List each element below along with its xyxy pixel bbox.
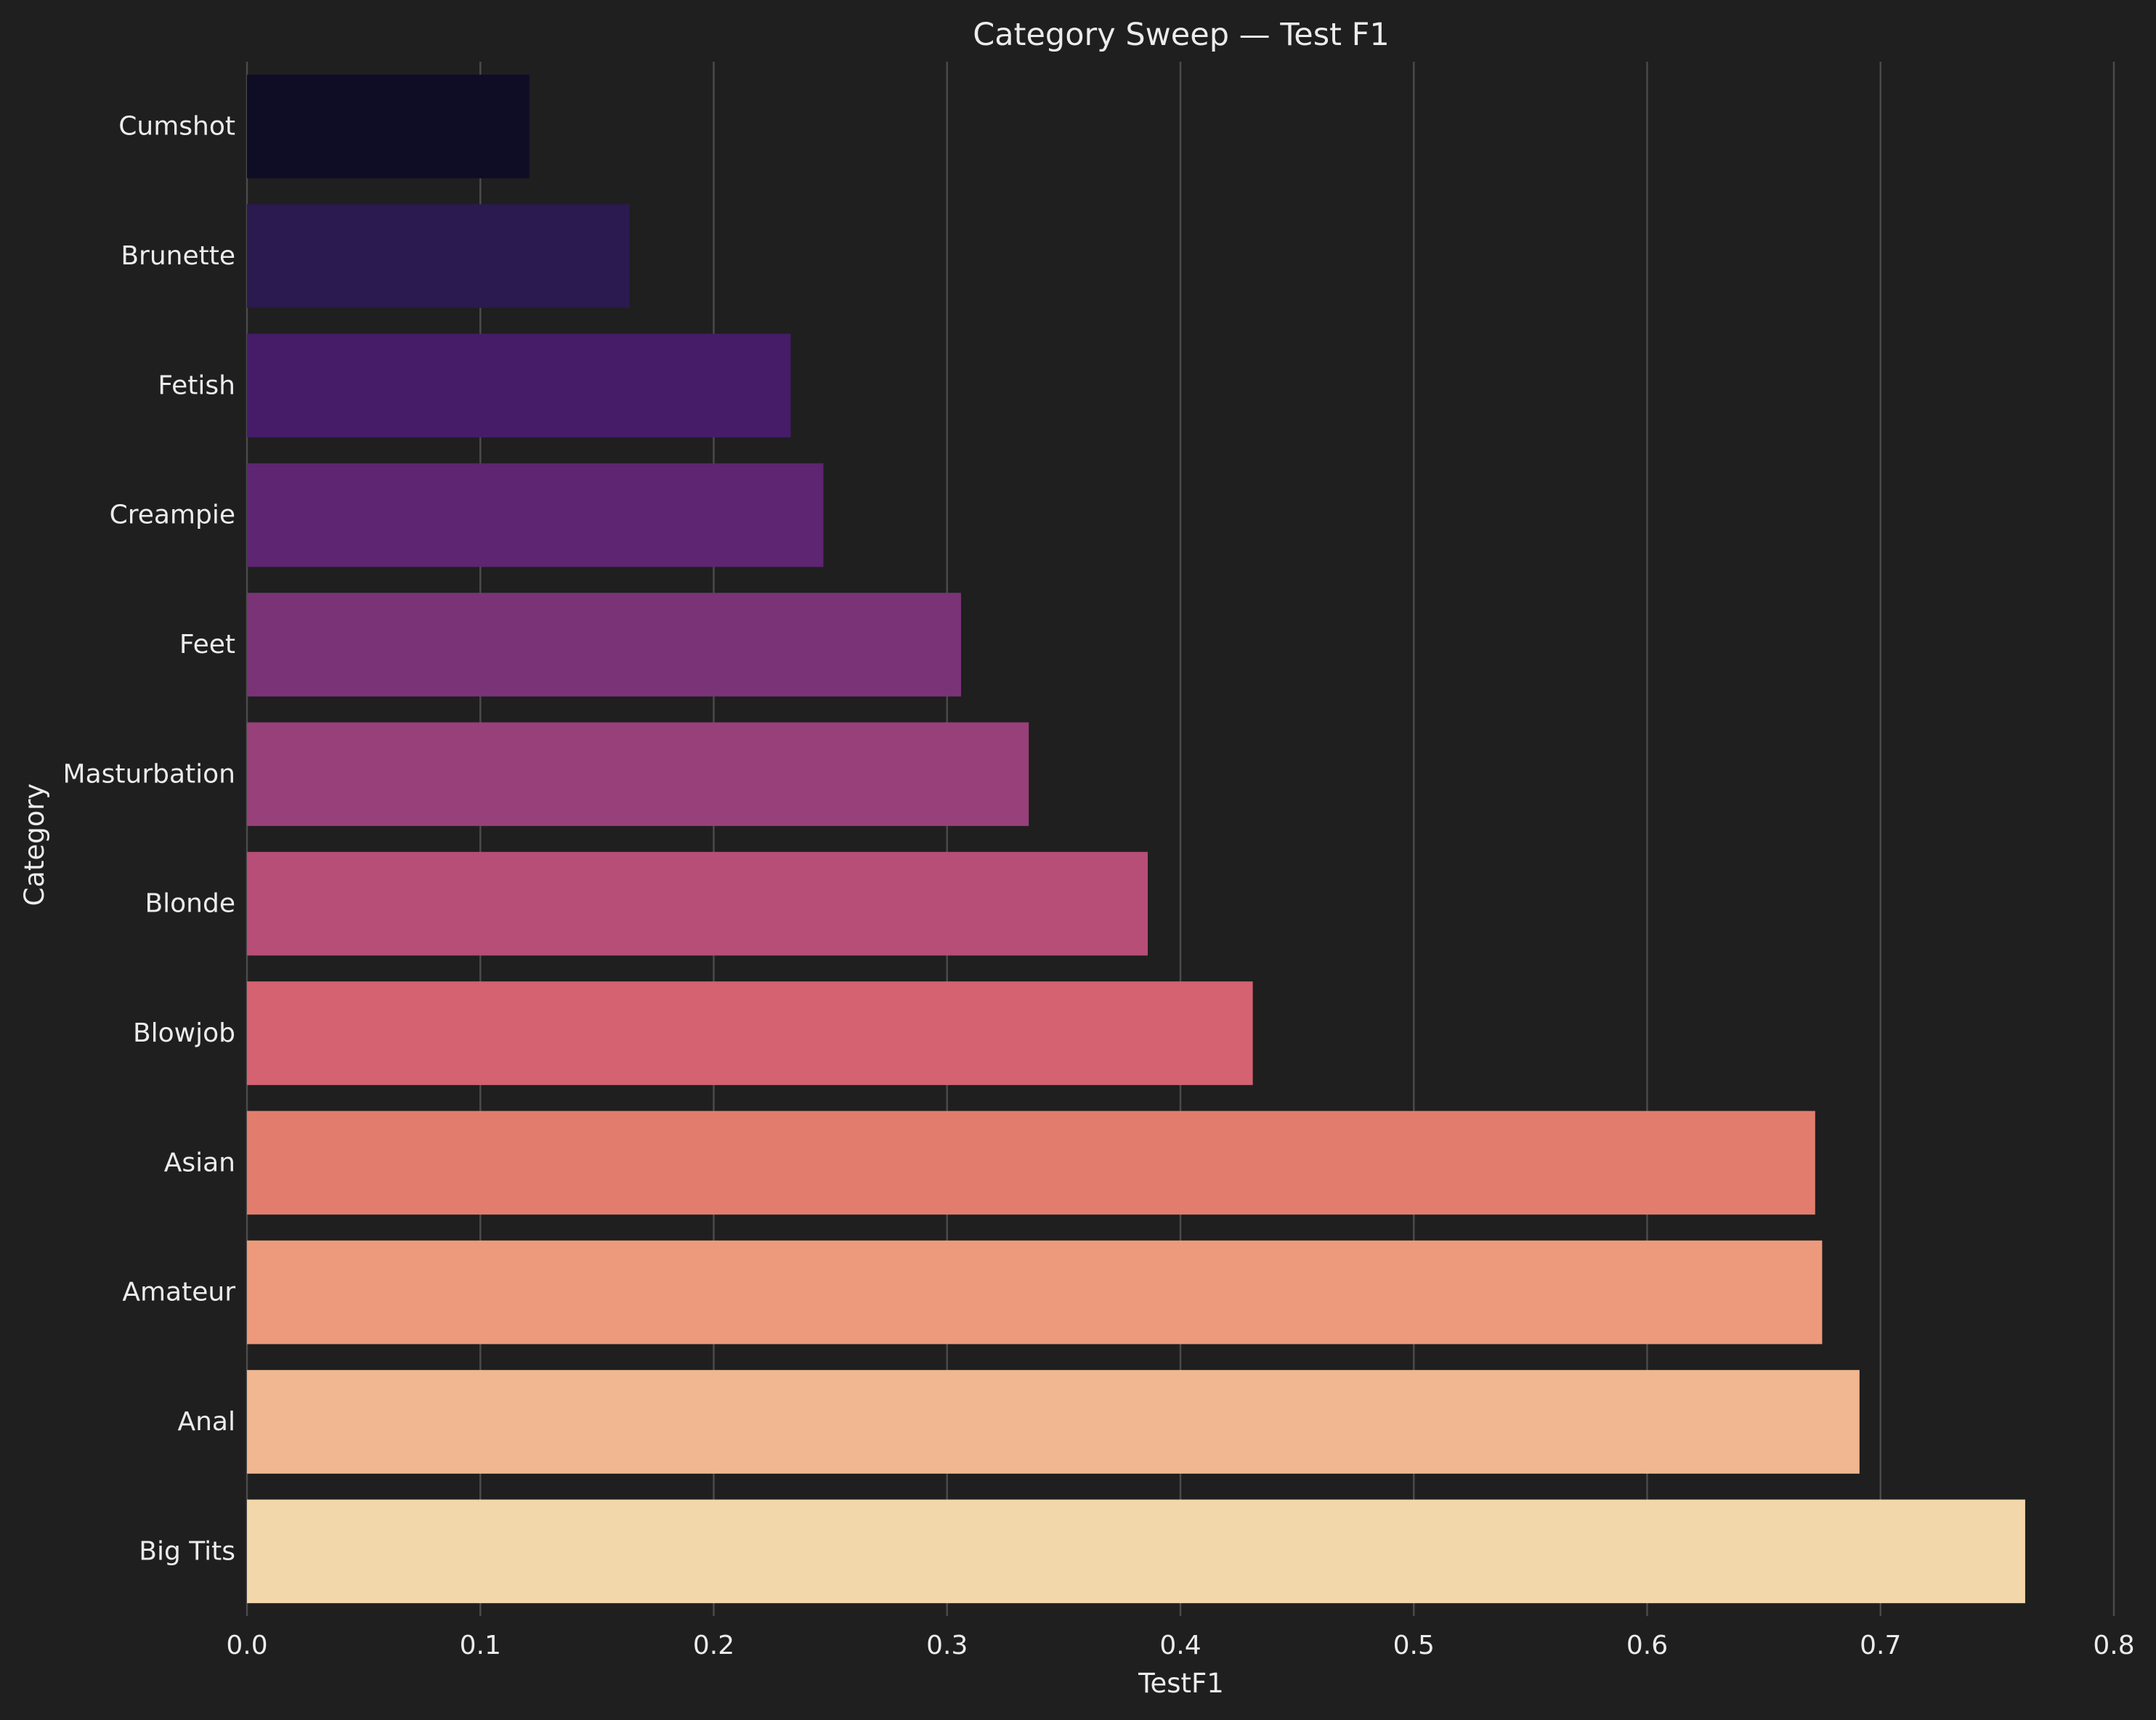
y-tick-label: Asian xyxy=(164,1148,235,1177)
y-tick-label: Feet xyxy=(179,630,235,660)
y-tick-label: Masturbation xyxy=(63,759,235,789)
x-tick-label: 0.3 xyxy=(926,1631,968,1660)
y-tick-label: Blonde xyxy=(145,889,235,919)
x-tick-label: 0.0 xyxy=(226,1631,267,1660)
x-tick-label: 0.5 xyxy=(1393,1631,1435,1660)
bar-creampie xyxy=(247,463,824,567)
bar-blonde xyxy=(247,851,1148,956)
bar-brunette xyxy=(247,204,630,308)
y-tick-label: Amateur xyxy=(122,1278,235,1307)
bar-big-tits xyxy=(247,1499,2025,1604)
x-tick-label: 0.6 xyxy=(1626,1631,1668,1660)
x-tick-label: 0.4 xyxy=(1159,1631,1201,1660)
grid-lines xyxy=(246,62,2115,1616)
bar-feet xyxy=(247,593,962,697)
y-tick-label: Anal xyxy=(177,1407,235,1437)
bar-fetish xyxy=(247,333,791,438)
x-tick-label: 0.2 xyxy=(693,1631,734,1660)
y-tick-label: Blowjob xyxy=(133,1018,235,1048)
bar-asian xyxy=(247,1111,1815,1215)
bar-amateur xyxy=(247,1240,1823,1344)
y-tick-label: Cumshot xyxy=(118,112,235,142)
bar-blowjob xyxy=(247,981,1253,1085)
x-tick-label: 0.1 xyxy=(460,1631,501,1660)
y-tick-label: Fetish xyxy=(158,370,235,400)
chart-title: Category Sweep — Test F1 xyxy=(973,17,1390,53)
x-tick-label: 0.8 xyxy=(2093,1631,2134,1660)
bars-group xyxy=(247,74,2025,1604)
bar-anal xyxy=(247,1370,1860,1474)
bar-masturbation xyxy=(247,722,1029,827)
y-tick-label: Brunette xyxy=(121,241,235,271)
y-tick-label: Big Tits xyxy=(139,1536,235,1566)
x-tick-labels: 0.0 0.1 0.2 0.3 0.4 0.5 0.6 0.7 0.8 xyxy=(226,1631,2134,1660)
y-tick-labels: Cumshot Brunette Fetish Creampie Feet Masturb… xyxy=(63,112,236,1567)
x-tick-label: 0.7 xyxy=(1860,1631,1901,1660)
x-axis-label: TestF1 xyxy=(1138,1668,1224,1699)
y-axis-label: Category xyxy=(19,783,50,906)
bar-cumshot xyxy=(247,74,530,179)
y-tick-label: Creampie xyxy=(110,500,235,530)
